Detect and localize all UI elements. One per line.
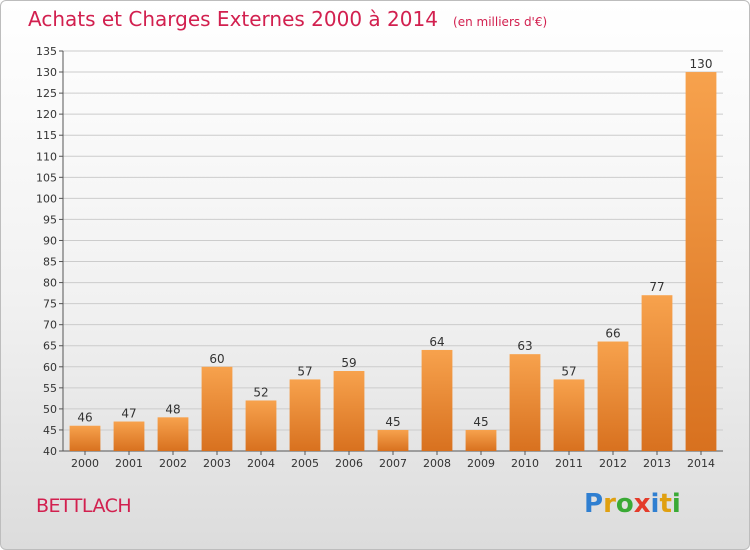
y-tick-label: 50 bbox=[43, 403, 57, 416]
bar bbox=[597, 341, 629, 451]
x-tick-label: 2008 bbox=[423, 457, 451, 470]
bar-value-label: 59 bbox=[341, 356, 356, 370]
y-tick-label: 60 bbox=[43, 361, 57, 374]
bar bbox=[465, 429, 497, 451]
y-tick-label: 120 bbox=[36, 108, 57, 121]
x-tick-label: 2003 bbox=[203, 457, 231, 470]
bar bbox=[421, 349, 453, 451]
bar-value-label: 52 bbox=[253, 385, 268, 399]
x-tick-label: 2014 bbox=[687, 457, 715, 470]
y-tick-label: 75 bbox=[43, 298, 57, 311]
bar-value-label: 57 bbox=[297, 364, 312, 378]
bar-value-label: 130 bbox=[690, 57, 713, 71]
bar bbox=[685, 72, 717, 451]
bar-value-label: 45 bbox=[385, 415, 400, 429]
bar bbox=[113, 421, 145, 451]
x-tick-label: 2004 bbox=[247, 457, 275, 470]
logo-letter: x bbox=[633, 489, 651, 519]
bar-value-label: 77 bbox=[649, 280, 664, 294]
y-tick-label: 55 bbox=[43, 382, 57, 395]
bar bbox=[245, 400, 277, 451]
y-tick-label: 40 bbox=[43, 445, 57, 458]
x-tick-label: 2000 bbox=[71, 457, 99, 470]
bar-value-label: 57 bbox=[561, 364, 576, 378]
y-tick-label: 115 bbox=[36, 129, 57, 142]
bar bbox=[641, 295, 673, 451]
chart-title: Achats et Charges Externes 2000 à 2014 bbox=[28, 7, 438, 31]
bar bbox=[69, 425, 101, 451]
y-tick-label: 100 bbox=[36, 192, 57, 205]
bar bbox=[201, 366, 233, 451]
y-tick-label: 85 bbox=[43, 256, 57, 269]
y-tick-label: 110 bbox=[36, 150, 57, 163]
bar-value-label: 60 bbox=[209, 352, 224, 366]
logo-letter: i bbox=[671, 489, 681, 519]
chart-unit: (en milliers d'€) bbox=[453, 15, 548, 29]
x-tick-label: 2013 bbox=[643, 457, 671, 470]
bar-value-label: 66 bbox=[605, 327, 620, 341]
bar bbox=[289, 379, 321, 451]
logo-letter: r bbox=[603, 489, 616, 519]
x-tick-label: 2011 bbox=[555, 457, 583, 470]
x-tick-label: 2006 bbox=[335, 457, 363, 470]
logo-letter: t bbox=[659, 489, 672, 519]
y-tick-label: 45 bbox=[43, 424, 57, 437]
bar-value-label: 45 bbox=[473, 415, 488, 429]
bar-value-label: 47 bbox=[121, 407, 136, 421]
bar bbox=[377, 429, 409, 451]
y-tick-label: 105 bbox=[36, 171, 57, 184]
x-tick-label: 2010 bbox=[511, 457, 539, 470]
x-tick-label: 2005 bbox=[291, 457, 319, 470]
x-tick-label: 2001 bbox=[115, 457, 143, 470]
y-tick-label: 125 bbox=[36, 87, 57, 100]
y-tick-label: 70 bbox=[43, 319, 57, 332]
y-tick-label: 135 bbox=[36, 45, 57, 58]
y-tick-label: 130 bbox=[36, 66, 57, 79]
bar-value-label: 64 bbox=[429, 335, 444, 349]
logo-letter: o bbox=[615, 489, 634, 519]
y-tick-label: 95 bbox=[43, 213, 57, 226]
commune-name: BETTLACH bbox=[36, 495, 132, 517]
x-tick-label: 2012 bbox=[599, 457, 627, 470]
bar-value-label: 48 bbox=[165, 402, 180, 416]
y-tick-label: 80 bbox=[43, 277, 57, 290]
bar bbox=[157, 417, 189, 451]
logo-letter: i bbox=[650, 489, 660, 519]
logo-letter: P bbox=[584, 489, 604, 519]
x-tick-label: 2007 bbox=[379, 457, 407, 470]
x-tick-label: 2009 bbox=[467, 457, 495, 470]
bar bbox=[509, 354, 541, 451]
chart-header: Achats et Charges Externes 2000 à 2014 (… bbox=[28, 7, 547, 31]
x-tick-label: 2002 bbox=[159, 457, 187, 470]
bar-value-label: 46 bbox=[77, 411, 92, 425]
y-tick-label: 90 bbox=[43, 234, 57, 247]
y-tick-label: 65 bbox=[43, 340, 57, 353]
bar-value-label: 63 bbox=[517, 339, 532, 353]
bar bbox=[333, 371, 365, 451]
proxiti-logo: Proxiti bbox=[584, 489, 681, 519]
bar bbox=[553, 379, 585, 451]
